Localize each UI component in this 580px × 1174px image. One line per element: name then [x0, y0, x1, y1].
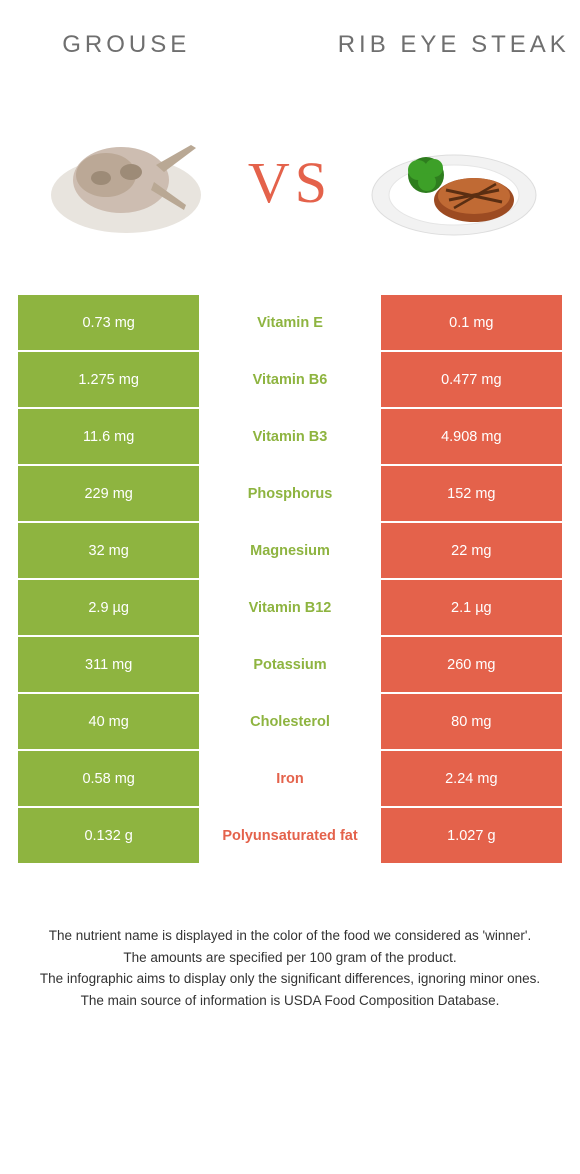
right-food-title: RIB EYE STEAK [338, 31, 570, 60]
images-row: VS [0, 90, 580, 275]
footer-notes: The nutrient name is displayed in the co… [0, 865, 580, 1011]
left-value-cell: 40 mg [18, 694, 199, 749]
right-value-cell: 0.1 mg [381, 295, 562, 350]
nutrient-label-cell: Iron [199, 751, 380, 806]
nutrient-label-cell: Vitamin B6 [199, 352, 380, 407]
footer-line-1: The nutrient name is displayed in the co… [30, 925, 550, 947]
left-food-title: GROUSE [62, 31, 190, 60]
nutrient-label-cell: Vitamin B12 [199, 580, 380, 635]
header-right-col: RIB EYE STEAK [338, 0, 571, 90]
left-value-cell: 0.58 mg [18, 751, 199, 806]
grouse-icon [36, 120, 216, 245]
table-row: 1.275 mgVitamin B60.477 mg [18, 352, 562, 407]
right-value-cell: 260 mg [381, 637, 562, 692]
right-value-cell: 152 mg [381, 466, 562, 521]
right-value-cell: 4.908 mg [381, 409, 562, 464]
nutrient-label-cell: Cholesterol [199, 694, 380, 749]
footer-line-2: The amounts are specified per 100 gram o… [30, 947, 550, 969]
nutrient-label-cell: Magnesium [199, 523, 380, 578]
table-row: 229 mgPhosphorus152 mg [18, 466, 562, 521]
table-row: 32 mgMagnesium22 mg [18, 523, 562, 578]
right-value-cell: 0.477 mg [381, 352, 562, 407]
footer-line-3: The infographic aims to display only the… [30, 968, 550, 990]
nutrient-label-cell: Vitamin B3 [199, 409, 380, 464]
comparison-table: 0.73 mgVitamin E0.1 mg1.275 mgVitamin B6… [18, 295, 562, 863]
nutrient-label-cell: Polyunsaturated fat [199, 808, 380, 863]
left-value-cell: 11.6 mg [18, 409, 199, 464]
table-row: 0.58 mgIron2.24 mg [18, 751, 562, 806]
footer-line-4: The main source of information is USDA F… [30, 990, 550, 1012]
left-value-cell: 2.9 µg [18, 580, 199, 635]
left-value-cell: 0.73 mg [18, 295, 199, 350]
right-image-col [338, 90, 571, 275]
nutrient-label-cell: Phosphorus [199, 466, 380, 521]
nutrient-label-cell: Potassium [199, 637, 380, 692]
right-value-cell: 80 mg [381, 694, 562, 749]
header-left-col: GROUSE [10, 0, 243, 90]
right-value-cell: 1.027 g [381, 808, 562, 863]
right-value-cell: 22 mg [381, 523, 562, 578]
table-row: 2.9 µgVitamin B122.1 µg [18, 580, 562, 635]
left-image-col [10, 90, 243, 275]
table-row: 11.6 mgVitamin B34.908 mg [18, 409, 562, 464]
table-row: 0.132 gPolyunsaturated fat1.027 g [18, 808, 562, 863]
nutrient-label-cell: Vitamin E [199, 295, 380, 350]
vs-text: VS [248, 149, 332, 216]
table-row: 311 mgPotassium260 mg [18, 637, 562, 692]
left-value-cell: 311 mg [18, 637, 199, 692]
right-value-cell: 2.24 mg [381, 751, 562, 806]
right-value-cell: 2.1 µg [381, 580, 562, 635]
left-value-cell: 1.275 mg [18, 352, 199, 407]
left-value-cell: 229 mg [18, 466, 199, 521]
header-spacer [243, 0, 338, 90]
table-row: 40 mgCholesterol80 mg [18, 694, 562, 749]
header-row: GROUSE RIB EYE STEAK [0, 0, 580, 90]
left-value-cell: 0.132 g [18, 808, 199, 863]
table-row: 0.73 mgVitamin E0.1 mg [18, 295, 562, 350]
vs-col: VS [243, 149, 338, 216]
left-value-cell: 32 mg [18, 523, 199, 578]
steak-icon [364, 120, 544, 245]
